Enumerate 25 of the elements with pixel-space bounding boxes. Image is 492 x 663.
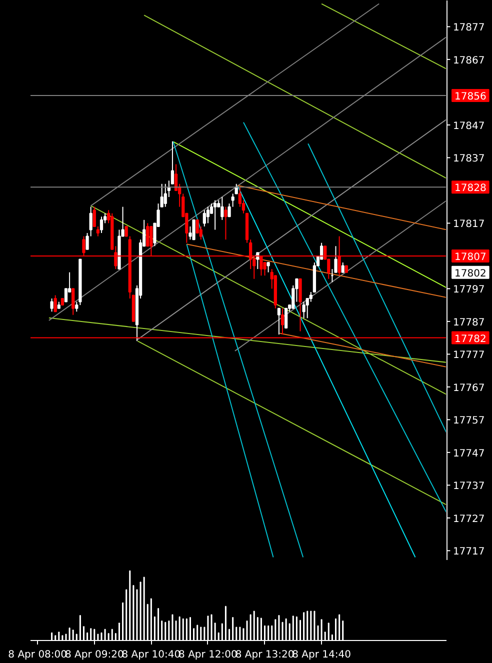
- y-tick-label: 17747: [452, 448, 485, 460]
- y-tick-label: 17797: [452, 284, 485, 296]
- x-tick-label: 8 Apr 12:00: [178, 650, 238, 660]
- y-tick-label: 17757: [452, 416, 485, 427]
- y-tick-label: 17817: [452, 219, 485, 230]
- y-tick-label: 17737: [452, 481, 485, 492]
- y-tick-label: 17877: [452, 22, 485, 34]
- text: 17802: [454, 268, 486, 280]
- x-tick-label: 8 Apr 09:20: [64, 650, 124, 660]
- ref-line-label: 17807: [454, 252, 486, 263]
- x-tick-label: 8 Apr 08:00: [8, 650, 68, 660]
- y-tick-label: 17717: [452, 546, 485, 558]
- ref-line-label: 17828: [454, 183, 486, 194]
- x-tick-label: 8 Apr 10:40: [122, 650, 181, 660]
- x-tick-label: 8 Apr 13:20: [235, 650, 294, 660]
- y-tick-label: 17777: [452, 350, 485, 362]
- ref-line-label: 17856: [454, 91, 486, 102]
- y-tick-label: 17847: [452, 120, 485, 132]
- x-tick-label: 8 Apr 14:40: [292, 650, 351, 660]
- y-tick-label: 17867: [452, 55, 485, 66]
- y-tick-label: 17837: [452, 154, 485, 165]
- ref-line-label: 17782: [454, 334, 486, 345]
- y-tick-label: 17767: [452, 382, 485, 394]
- y-tick-label: 17727: [452, 514, 485, 525]
- y-tick-label: 17787: [452, 317, 485, 328]
